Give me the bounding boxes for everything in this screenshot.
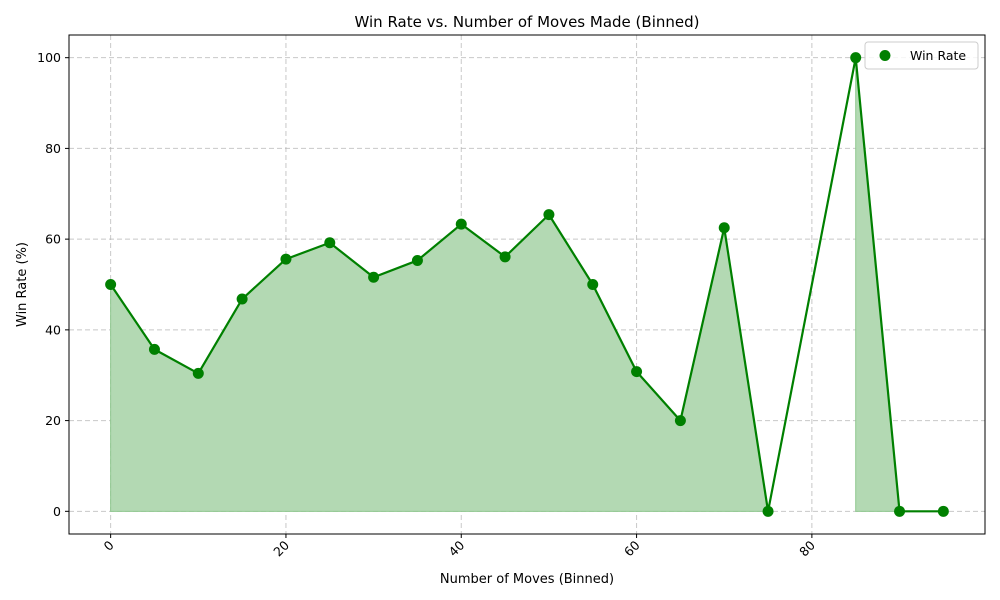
data-point-4 — [280, 253, 292, 265]
y-tick-label-5: 100 — [37, 50, 61, 65]
data-point-13 — [674, 415, 686, 427]
y-axis-label: Win Rate (%) — [15, 242, 30, 327]
series-point-layer — [105, 52, 949, 517]
data-point-6 — [368, 271, 380, 283]
y-tick-label-2: 40 — [45, 322, 61, 337]
legend: Win Rate — [864, 41, 979, 70]
data-point-17 — [894, 505, 906, 517]
data-point-14 — [718, 222, 730, 234]
data-point-11 — [587, 279, 599, 290]
y-tick-label-4: 80 — [45, 141, 61, 156]
plot-frame — [68, 34, 986, 535]
y-tick-label-1: 20 — [45, 413, 61, 428]
data-point-15 — [762, 505, 774, 517]
data-point-18 — [937, 505, 949, 517]
data-point-7 — [411, 254, 423, 266]
y-tick-label-0: 0 — [53, 504, 61, 519]
data-point-10 — [543, 209, 555, 221]
data-point-8 — [455, 218, 467, 230]
data-point-5 — [324, 237, 336, 249]
data-point-1 — [148, 343, 160, 355]
data-point-3 — [236, 293, 248, 305]
data-point-2 — [192, 367, 204, 379]
chart-title: Win Rate vs. Number of Moves Made (Binne… — [355, 13, 700, 31]
y-tick-label-3: 60 — [45, 232, 61, 247]
legend-marker — [879, 50, 891, 61]
x-axis-label: Number of Moves (Binned) — [440, 572, 614, 587]
legend-entry-win-rate: Win Rate — [910, 48, 966, 63]
legend-box — [864, 41, 979, 70]
data-point-9 — [499, 251, 511, 263]
data-point-0 — [105, 279, 117, 290]
data-point-12 — [631, 366, 643, 378]
data-point-16 — [850, 52, 862, 64]
